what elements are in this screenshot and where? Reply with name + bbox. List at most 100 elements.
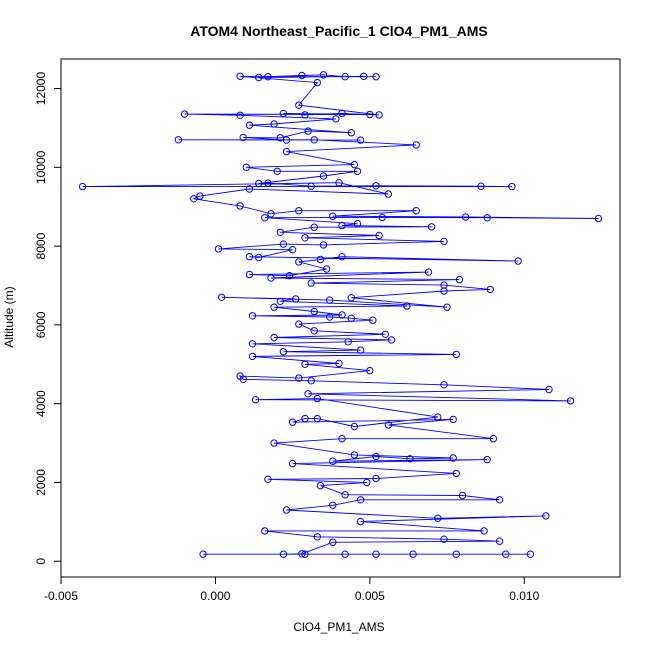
data-point [251,396,260,404]
x-tick-label: 0.005 [355,589,385,603]
data-point [347,294,355,302]
data-point [174,136,183,144]
data-point [514,257,522,265]
data-point [214,245,223,253]
data-point [372,452,380,461]
data-point [338,221,346,230]
data-point [313,78,321,87]
data-point [387,336,396,344]
data-point [440,287,448,295]
data-point [248,340,257,348]
data-point [502,550,510,558]
data-point [301,234,309,242]
data-point [449,454,457,462]
data-point [310,307,318,316]
data-point [434,413,442,421]
data-point [350,451,359,459]
data-point [347,129,355,137]
data-point [495,496,504,504]
data-point [288,246,297,254]
data-point [363,478,371,487]
y-tick-label: 10000 [34,150,48,184]
data-point [356,136,365,144]
data-point [458,491,467,500]
data-point [319,71,328,79]
data-point [276,134,284,142]
data-point [245,270,254,279]
data-point [245,253,254,261]
data-point [270,303,278,311]
data-point [267,210,275,218]
x-axis: -0.005 0.000 0.005 0.010 [44,576,540,603]
data-point [338,311,346,319]
data-point [452,350,460,359]
data-point [304,390,312,398]
data-point [434,514,442,522]
data-point [483,455,491,464]
data-point [196,192,204,200]
data-point [255,253,263,262]
data-point [455,275,464,284]
data-point [295,320,303,328]
data-point [307,279,315,287]
data-point [288,459,297,468]
data-point [285,272,294,280]
y-tick-label: 8000 [34,232,48,259]
data-point [217,293,226,301]
data-point [304,127,312,135]
data-point [338,109,346,118]
data-point [338,253,346,261]
data-point [356,496,365,504]
data-point [273,167,281,176]
x-tick-label: 0.010 [509,589,539,603]
data-point [353,220,362,228]
y-tick-label: 12000 [34,72,48,106]
data-point [508,182,516,191]
data-point [440,237,448,246]
y-tick-label: 2000 [34,469,48,496]
data-point [477,182,485,190]
data-point [245,185,254,193]
y-axis-label: Altitude (m) [2,286,16,347]
data-point [316,255,325,264]
data-point [316,481,325,490]
data-point [245,121,254,129]
data-point [452,550,460,558]
data-point [248,352,257,361]
data-point [375,111,383,119]
data-point [372,182,380,190]
data-point [319,172,328,180]
data-point [338,435,346,443]
data-point [412,207,420,215]
data-point [486,285,494,294]
data-point [270,333,278,342]
data-point [190,195,198,203]
data-point [276,297,284,305]
data-point [356,517,365,526]
data-point [495,537,504,545]
data-point [279,550,288,558]
chart-title: ATOM4 Northeast_Pacific_1 ClO4_PM1_AMS [190,23,487,39]
data-point [332,115,340,123]
data-point [288,418,297,426]
data-point [236,72,244,81]
data-point [282,506,291,514]
data-point [566,397,575,405]
data-point [440,535,448,543]
data-point [255,179,263,188]
data-point [282,136,291,144]
x-tick-label: 0.000 [200,589,230,603]
data-point [350,422,359,431]
data-point [279,109,288,118]
data-point [310,223,318,231]
y-axis: 0 2000 4000 6000 8000 10000 12000 [34,72,62,565]
data-point [295,258,303,266]
data-point [301,414,309,423]
data-point [236,111,244,120]
data-point [480,527,488,535]
data-point [313,533,321,541]
data-point [409,550,417,558]
data-point [295,207,303,215]
data-point [301,550,309,558]
data-point [279,348,288,356]
